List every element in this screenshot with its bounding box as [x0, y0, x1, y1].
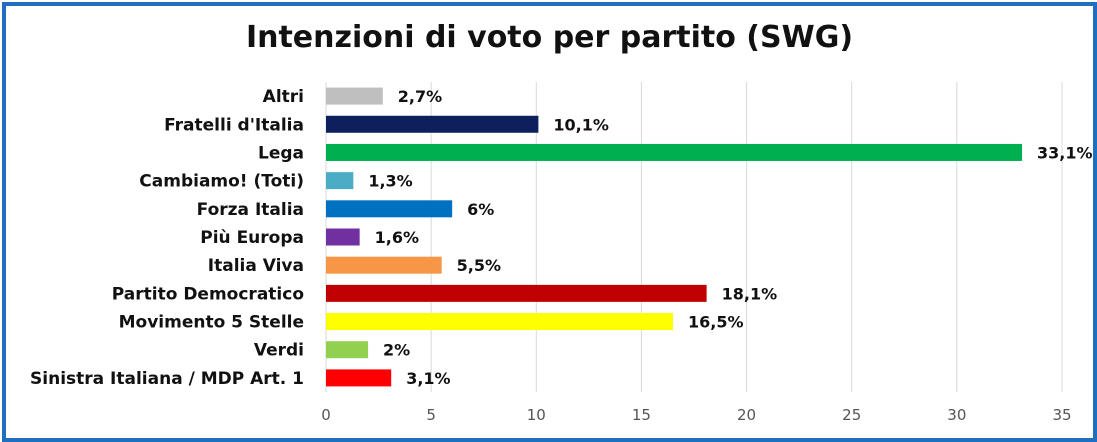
value-label: 33,1% — [1037, 143, 1093, 162]
category-label: Fratelli d'Italia — [164, 115, 304, 135]
chart-title: Intenzioni di voto per partito (SWG) — [245, 20, 854, 55]
category-label: Più Europa — [200, 228, 304, 248]
bar-sinistra-italiana-mdp-art-1 — [326, 369, 392, 387]
x-tick-label: 30 — [947, 406, 966, 424]
category-label: Altri — [263, 87, 304, 107]
value-label: 2% — [383, 341, 410, 360]
gridlines — [325, 82, 1063, 392]
bar-movimento-5-stelle — [326, 313, 673, 331]
value-label: 3,1% — [406, 369, 450, 388]
value-label: 18,1% — [722, 284, 778, 303]
bar-forza-italia — [326, 200, 453, 218]
x-tick-label: 10 — [527, 406, 546, 424]
value-label: 16,5% — [688, 313, 744, 332]
category-label: Movimento 5 Stelle — [119, 313, 304, 333]
bar-partito-democratico — [326, 284, 707, 302]
category-label: Lega — [258, 143, 304, 163]
value-label: 1,6% — [375, 228, 419, 247]
category-label: Italia Viva — [208, 256, 304, 276]
value-labels: 2,7% 10,1% 33,1% 1,3% 6% 1,6% 5,5% 18,1% 16,5% 2%… — [368, 87, 1092, 388]
x-tick-label: 35 — [1052, 406, 1071, 424]
bar-fratelli-d-italia — [326, 115, 539, 133]
value-label: 10,1% — [553, 115, 609, 134]
value-label: 1,3% — [368, 172, 412, 191]
bar-cambiamo-toti — [326, 172, 354, 190]
category-label: Cambiamo! (Toti) — [139, 172, 304, 192]
category-label: Partito Democratico — [112, 284, 304, 304]
x-tick-label: 15 — [632, 406, 651, 424]
category-label: Sinistra Italiana / MDP Art. 1 — [30, 369, 304, 389]
bar-pi-europa — [326, 228, 360, 246]
bar-altri — [326, 87, 383, 105]
bar-italia-viva — [326, 256, 442, 274]
bars — [326, 87, 1023, 387]
x-tick-label: 5 — [426, 406, 436, 424]
bar-verdi — [326, 341, 369, 359]
category-label: Forza Italia — [197, 200, 304, 220]
bar-lega — [326, 143, 1023, 161]
x-tick-label: 25 — [842, 406, 861, 424]
x-tick-label: 0 — [321, 406, 331, 424]
category-label: Verdi — [254, 341, 304, 361]
value-label: 2,7% — [398, 87, 442, 106]
value-label: 5,5% — [457, 256, 501, 275]
value-label: 6% — [467, 200, 494, 219]
x-tick-label: 20 — [737, 406, 756, 424]
category-labels: Altri Fratelli d'Italia Lega Cambiamo! (Tot… — [30, 87, 304, 389]
x-axis-ticks: 0 5 10 15 20 25 30 35 — [321, 406, 1071, 424]
